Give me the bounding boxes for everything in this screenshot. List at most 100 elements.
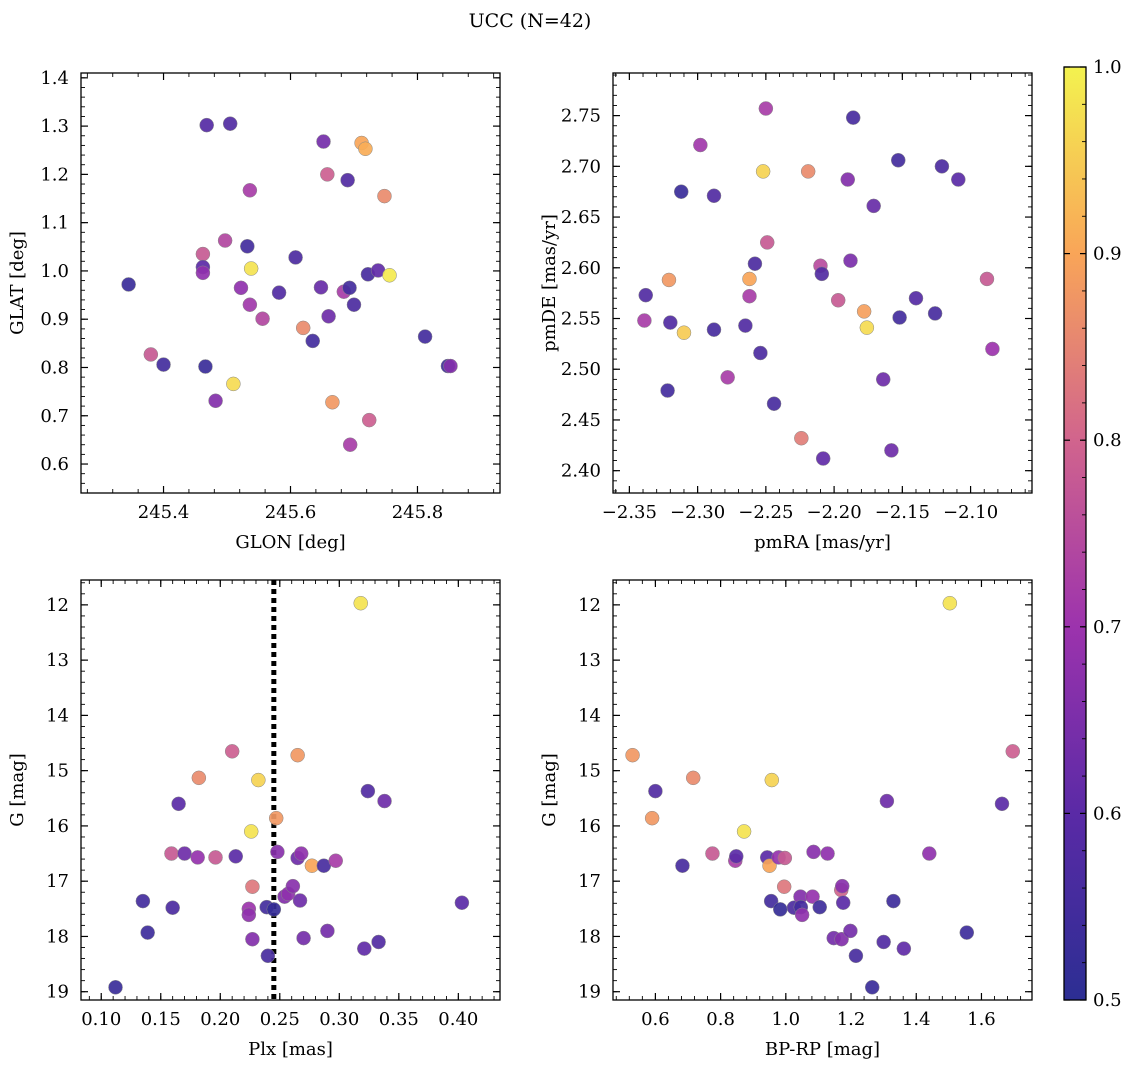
- points: [108, 595, 470, 995]
- x-tick-label: −2.30: [670, 502, 725, 523]
- y-tick-label: 2.45: [561, 410, 601, 431]
- y-tick-label: 0.8: [40, 357, 69, 378]
- panels: 245.4 245.6 245.8 0.6 0.7 0.8 0.9 1.0 1.1 1.2 1.3 1…: [7, 68, 1033, 1060]
- data-point: [934, 159, 950, 174]
- data-point: [843, 923, 858, 939]
- data-point: [346, 297, 362, 312]
- data-point: [685, 770, 701, 786]
- data-point: [292, 893, 308, 908]
- data-point: [417, 329, 433, 344]
- data-point: [845, 110, 861, 125]
- points: [625, 595, 1021, 995]
- data-point: [859, 320, 875, 335]
- data-point: [879, 793, 895, 809]
- data-point: [165, 900, 180, 915]
- y-tick-label: 18: [578, 926, 601, 947]
- data-point: [625, 747, 640, 763]
- y-tick-label: 2.75: [561, 106, 601, 127]
- data-point: [320, 923, 335, 939]
- x-tick-label: 1.4: [902, 1009, 931, 1030]
- data-point: [866, 198, 881, 214]
- data-point: [228, 849, 243, 864]
- panel-bprp-g: 0.6 0.8 1.0 1.2 1.4 1.6 12 13 14 15 16 17 18 19 BP-RP …: [539, 579, 1033, 1060]
- y-tick-label: 18: [46, 926, 69, 947]
- data-point: [251, 772, 266, 788]
- data-point: [164, 846, 179, 861]
- x-tick-label: 245.6: [265, 502, 317, 523]
- y-axis-label: pmDE [mas/yr]: [539, 214, 560, 352]
- data-point: [360, 783, 376, 799]
- data-point: [994, 796, 1010, 812]
- colorbar-tick-label: 0.5: [1093, 990, 1122, 1011]
- x-axis-label: pmRA [mas/yr]: [754, 532, 891, 553]
- y-tick-label: 13: [46, 650, 69, 671]
- x-tick-label: 0.40: [438, 1009, 478, 1030]
- x-tick-label: −2.15: [875, 502, 930, 523]
- data-point: [268, 810, 284, 826]
- data-point: [830, 292, 846, 308]
- data-point: [140, 925, 155, 940]
- y-tick-label: 16: [46, 816, 69, 837]
- axes-frame: [612, 72, 1033, 494]
- data-point: [840, 172, 855, 187]
- data-point: [358, 141, 373, 157]
- data-point: [342, 437, 358, 452]
- data-point: [240, 239, 255, 254]
- data-point: [198, 359, 213, 374]
- x-tick-label: 0.35: [379, 1009, 419, 1030]
- colorbar-tick-label: 1.0: [1093, 57, 1122, 78]
- data-point: [371, 934, 386, 950]
- data-point: [377, 188, 392, 204]
- panel-plx-g: 0.10 0.15 0.20 0.25 0.30 0.35 0.40 12 13 14 15 16 17…: [7, 579, 501, 1060]
- data-point: [242, 183, 258, 198]
- data-point: [190, 850, 205, 865]
- y-tick-label: 15: [46, 761, 69, 782]
- data-point: [382, 268, 397, 283]
- axes-frame: [80, 579, 501, 1001]
- data-point: [241, 907, 257, 923]
- data-point: [233, 280, 249, 296]
- data-point: [729, 849, 744, 864]
- data-point: [661, 272, 677, 288]
- data-point: [285, 878, 301, 894]
- data-point: [156, 357, 171, 372]
- x-tick-label: 0.8: [706, 1009, 735, 1030]
- data-point: [820, 846, 835, 861]
- x-axis-label: GLON [deg]: [235, 532, 345, 553]
- x-tick-label: 245.8: [392, 502, 444, 523]
- data-point: [890, 152, 906, 168]
- data-point: [226, 376, 241, 392]
- data-point: [361, 412, 377, 428]
- data-point: [922, 846, 937, 861]
- x-tick-label: −2.20: [807, 502, 862, 523]
- data-point: [777, 850, 793, 866]
- y-tick-label: 13: [578, 650, 601, 671]
- data-point: [773, 902, 788, 917]
- data-point: [675, 858, 690, 873]
- x-tick-label: 0.20: [200, 1009, 240, 1030]
- data-point: [755, 164, 771, 179]
- data-point: [706, 188, 722, 204]
- colorbar-tick-label: 0.6: [1093, 803, 1122, 824]
- data-point: [875, 372, 891, 387]
- data-point: [325, 394, 340, 410]
- y-tick-label: 1.2: [40, 164, 69, 185]
- data-point: [693, 137, 708, 153]
- data-point: [800, 164, 816, 179]
- data-point: [296, 930, 311, 946]
- x-tick-label: 1.6: [967, 1009, 996, 1030]
- x-tick-label: 245.4: [138, 502, 190, 523]
- x-tick-label: −2.25: [738, 502, 793, 523]
- y-tick-label: 2.50: [561, 359, 601, 380]
- data-point: [663, 315, 678, 330]
- data-point: [108, 980, 123, 995]
- data-point: [738, 318, 753, 333]
- data-point: [644, 810, 660, 826]
- data-point: [377, 793, 392, 809]
- y-tick-label: 1.3: [40, 116, 69, 137]
- data-point: [985, 341, 1000, 357]
- data-point: [843, 253, 858, 268]
- data-point: [927, 306, 943, 321]
- x-tick-label: 0.25: [260, 1009, 300, 1030]
